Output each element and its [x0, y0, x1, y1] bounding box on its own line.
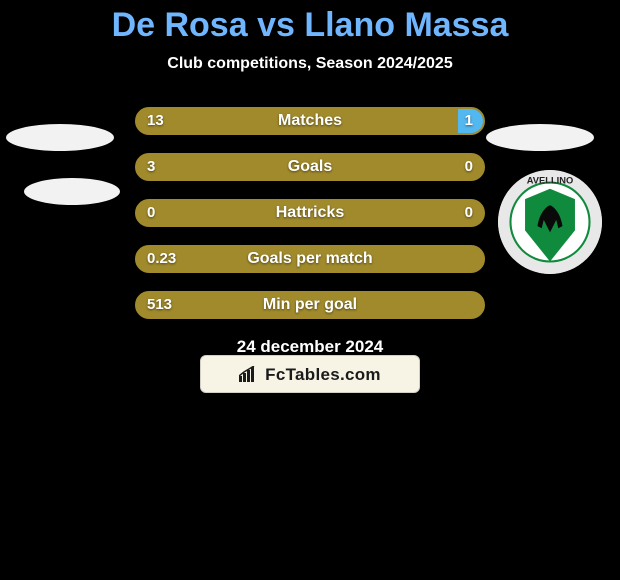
stat-value-left: 0.23: [147, 245, 176, 273]
stat-value-left: 13: [147, 107, 164, 135]
stat-row: Goals3 0: [135, 153, 485, 181]
generated-date: 24 december 2024: [0, 337, 620, 357]
subtitle: Club competitions, Season 2024/2025: [0, 55, 620, 73]
stat-label: Goals per match: [135, 245, 485, 273]
stat-row: Goals per match0.23: [135, 245, 485, 273]
club-badge: AVELLINO: [498, 170, 602, 274]
stat-label: Min per goal: [135, 291, 485, 319]
fctables-logo-text: FcTables.com: [265, 365, 381, 384]
fctables-logo: FcTables.com: [200, 355, 420, 393]
stat-label: Matches: [135, 107, 485, 135]
placeholder-ellipse: [24, 178, 120, 205]
stat-value-left: 513: [147, 291, 172, 319]
stat-row: Min per goal513: [135, 291, 485, 319]
stat-value-right: 1: [465, 107, 473, 135]
placeholder-ellipse: [486, 124, 594, 151]
placeholder-ellipse: [6, 124, 114, 151]
stat-value-right: 0: [465, 199, 473, 227]
svg-text:AVELLINO: AVELLINO: [527, 176, 574, 186]
stat-label: Hattricks: [135, 199, 485, 227]
stat-row: Matches13 1: [135, 107, 485, 135]
stat-label: Goals: [135, 153, 485, 181]
stat-value-left: 0: [147, 199, 155, 227]
stat-value-right: 0: [465, 153, 473, 181]
page-title: De Rosa vs Llano Massa: [0, 0, 620, 45]
stat-row: Hattricks0 0: [135, 199, 485, 227]
bar-chart-icon: [239, 366, 261, 382]
club-badge-svg: AVELLINO: [498, 170, 602, 274]
stat-value-left: 3: [147, 153, 155, 181]
